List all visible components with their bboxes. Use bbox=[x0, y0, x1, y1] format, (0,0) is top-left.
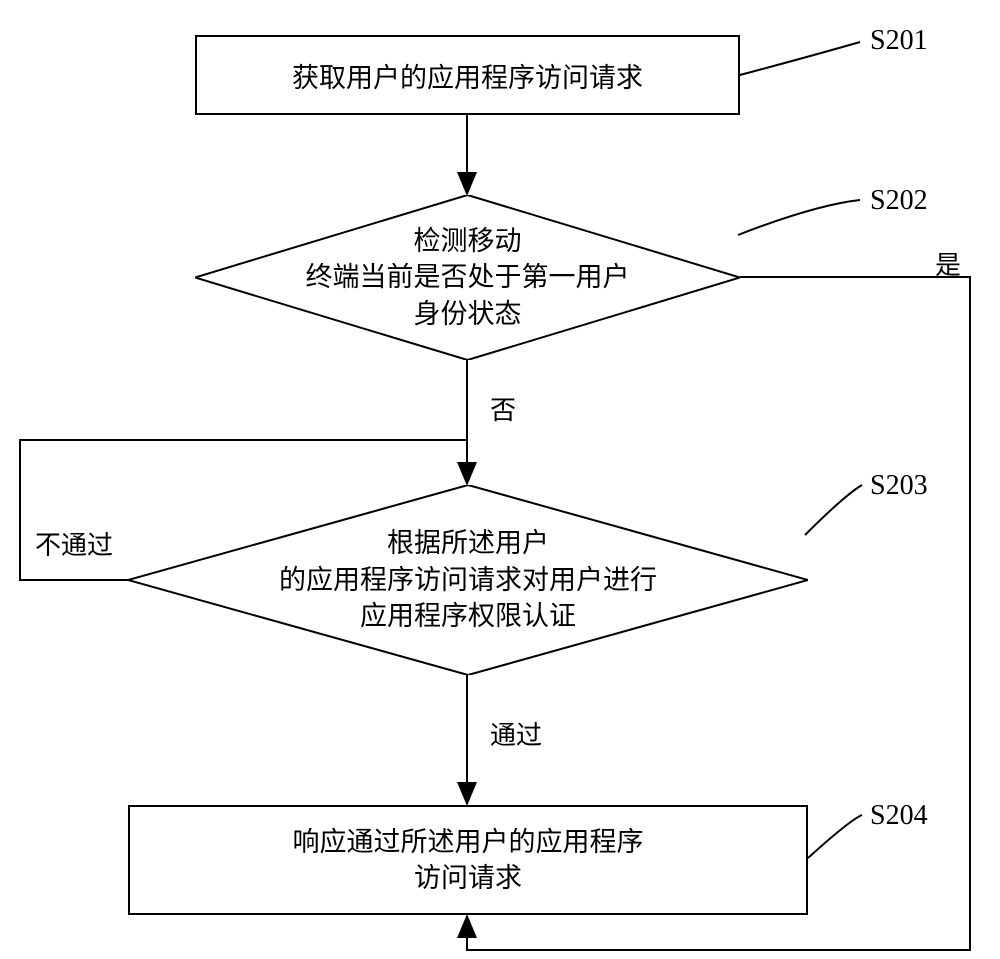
node-s204: 响应通过所述用户的应用程序 访问请求 bbox=[128, 805, 808, 915]
node-s203: 根据所述用户 的应用程序访问请求对用户进行 应用程序权限认证 bbox=[128, 485, 808, 675]
node-s201-text: 获取用户的应用程序访问请求 bbox=[292, 56, 643, 95]
edge-label-text: 是 bbox=[935, 251, 961, 280]
step-label-s202: S202 bbox=[870, 185, 928, 217]
step-label-text: S201 bbox=[870, 25, 928, 56]
edge-label-text: 不通过 bbox=[35, 531, 113, 560]
edge-label-pass: 通过 bbox=[490, 715, 542, 752]
edge-label-text: 否 bbox=[490, 396, 516, 425]
node-s202: 检测移动 终端当前是否处于第一用户 身份状态 bbox=[195, 195, 740, 360]
edge-label-no: 否 bbox=[490, 390, 516, 427]
node-s202-text: 检测移动 终端当前是否处于第一用户 身份状态 bbox=[306, 223, 630, 332]
step-label-s204: S204 bbox=[870, 800, 928, 832]
node-s203-text: 根据所述用户 的应用程序访问请求对用户进行 应用程序权限认证 bbox=[279, 525, 657, 634]
edge-label-fail: 不通过 bbox=[35, 525, 113, 562]
step-label-text: S203 bbox=[870, 470, 928, 501]
flowchart-canvas: 获取用户的应用程序访问请求 检测移动 终端当前是否处于第一用户 身份状态 根据所… bbox=[0, 0, 1000, 959]
edge-label-text: 通过 bbox=[490, 721, 542, 750]
step-label-text: S204 bbox=[870, 800, 928, 831]
node-s204-text: 响应通过所述用户的应用程序 访问请求 bbox=[293, 824, 644, 897]
step-label-s203: S203 bbox=[870, 470, 928, 502]
step-label-s201: S201 bbox=[870, 25, 928, 57]
node-s201: 获取用户的应用程序访问请求 bbox=[195, 35, 740, 115]
step-label-text: S202 bbox=[870, 185, 928, 216]
edge-label-yes: 是 bbox=[935, 245, 961, 282]
